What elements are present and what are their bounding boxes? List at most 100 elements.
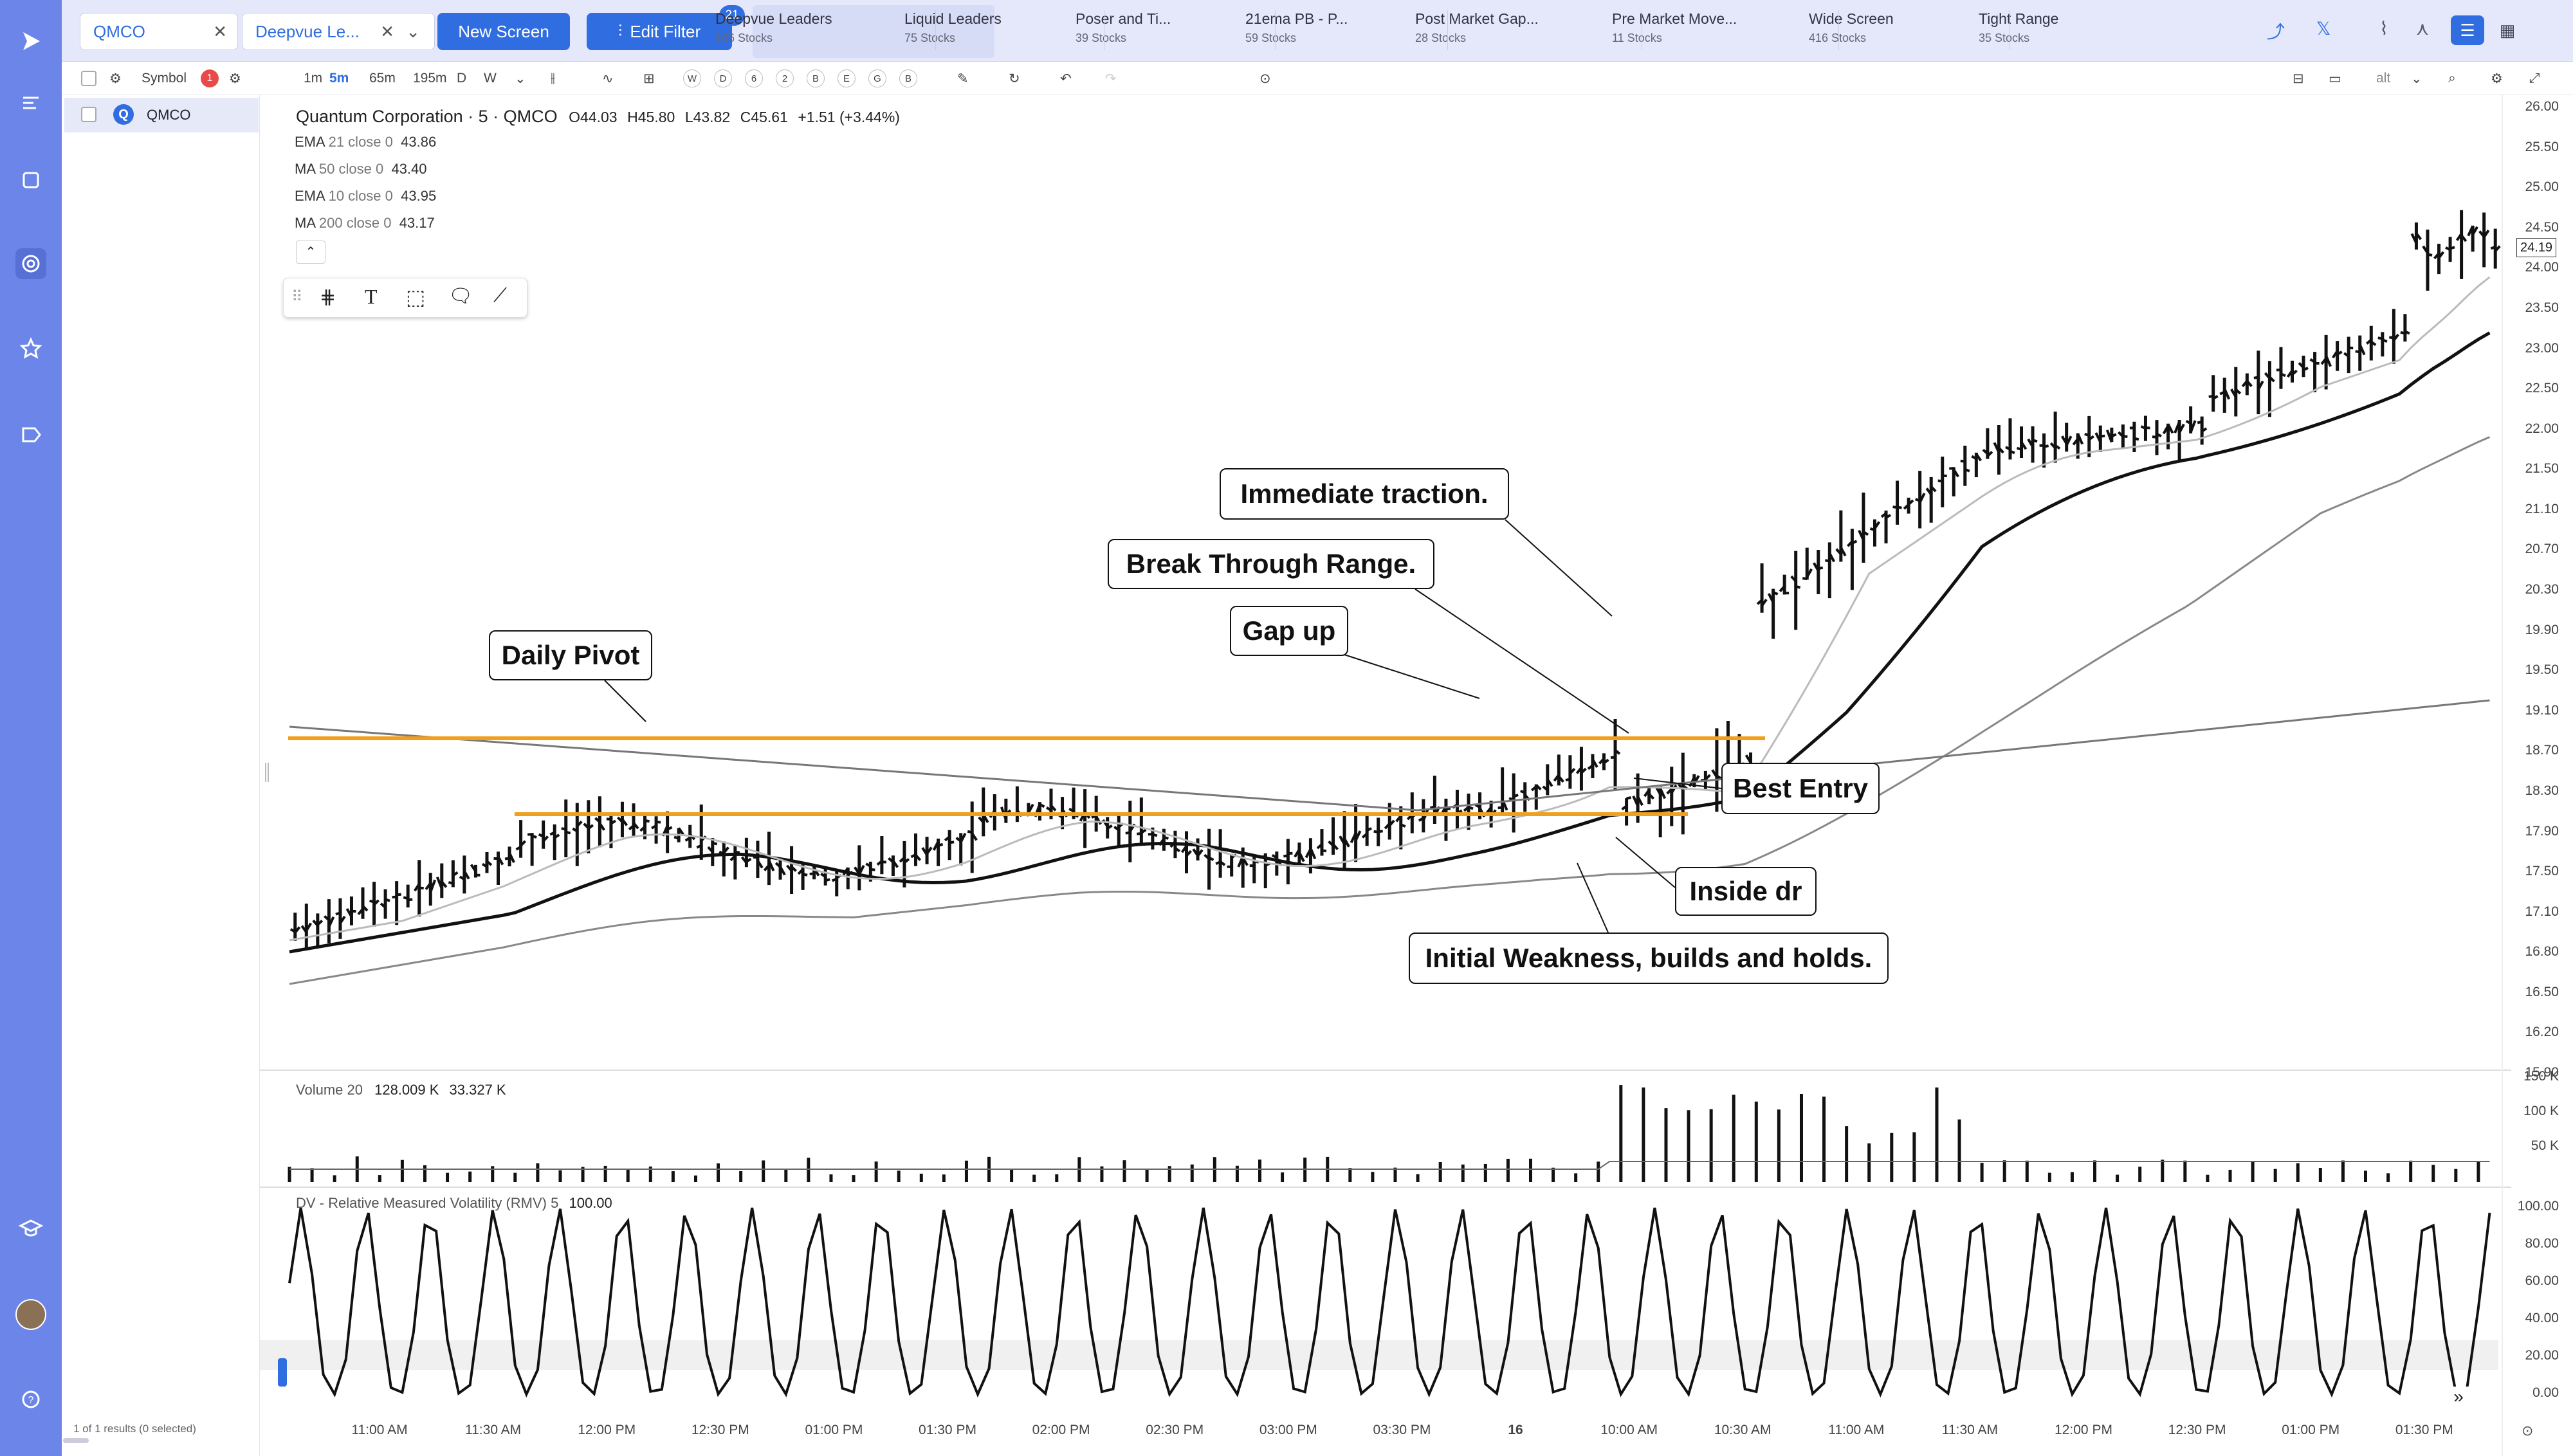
screen-tab-name: Wide Screen: [1809, 10, 1894, 27]
callout-break-range[interactable]: Break Through Range.: [1108, 539, 1434, 589]
rectangle-tool-icon[interactable]: ⬚: [406, 286, 426, 309]
quick-toggle-button[interactable]: G: [868, 69, 886, 87]
settings-gear-icon[interactable]: ⚙: [109, 71, 122, 86]
quick-toggle-button[interactable]: B: [807, 69, 825, 87]
cube-icon[interactable]: [15, 165, 46, 196]
timeframe-dropdown-icon[interactable]: ⌄: [515, 71, 526, 86]
app-logo-icon[interactable]: [15, 26, 46, 57]
callout-gap-up[interactable]: Gap up: [1230, 606, 1348, 656]
price-bar-open: [2331, 350, 2339, 359]
layout-panels-icon[interactable]: ⊟: [2293, 71, 2304, 86]
quick-toggle-button[interactable]: W: [683, 69, 701, 87]
radar-icon[interactable]: [15, 248, 46, 279]
time-axis-label: 11:00 AM: [1828, 1423, 1885, 1437]
redo-icon[interactable]: ↷: [1105, 71, 1117, 86]
collapse-indicators-button[interactable]: ⌃: [296, 241, 325, 264]
line-tool-icon[interactable]: ⟋: [493, 285, 507, 306]
timeframe-button[interactable]: 1m: [304, 71, 323, 86]
graduation-cap-icon[interactable]: [15, 1213, 46, 1244]
watchlist-row[interactable]: Q QMCO: [64, 98, 259, 132]
alt-label[interactable]: alt: [2376, 71, 2391, 86]
x-twitter-icon[interactable]: 𝕏: [2316, 19, 2331, 39]
screen-tab[interactable]: Liquid Leaders 75 Stocks: [904, 9, 1002, 54]
active-screen-tab[interactable]: Deepvue Le... ✕ ⌄: [242, 13, 435, 50]
fullscreen-icon[interactable]: ⤢: [2529, 71, 2540, 86]
alt-dropdown-icon[interactable]: ⌄: [2411, 71, 2422, 86]
callout-immediate-traction[interactable]: Immediate traction.: [1220, 468, 1509, 520]
menu-icon[interactable]: [15, 87, 46, 118]
quick-toggle-button[interactable]: E: [838, 69, 856, 87]
callout-inside-dr[interactable]: Inside dr: [1675, 867, 1817, 916]
quick-toggle-button[interactable]: D: [714, 69, 732, 87]
screen-tab[interactable]: Pre Market Move... 11 Stocks: [1612, 9, 1737, 54]
new-screen-button[interactable]: New Screen: [437, 13, 570, 50]
quick-toggle-button[interactable]: 6: [745, 69, 763, 87]
close-icon[interactable]: ✕: [213, 21, 227, 41]
screen-tab[interactable]: Deepvue Leaders 166 Stocks: [715, 9, 832, 54]
indicator-legend[interactable]: MA 200 close 0 43.17: [295, 215, 435, 232]
indicator-legend[interactable]: MA 50 close 0 43.40: [295, 161, 427, 177]
help-icon[interactable]: ?: [15, 1384, 46, 1415]
list-view-icon[interactable]: ☰: [2451, 15, 2484, 45]
chart-icon[interactable]: ⌇: [2379, 19, 2388, 39]
chart-settings-icon[interactable]: ⚙: [2491, 71, 2503, 86]
time-settings-icon[interactable]: ⊙: [2522, 1423, 2534, 1439]
symbol-search-input[interactable]: QMCO ✕: [80, 13, 238, 50]
screen-tab[interactable]: Tight Range 35 Stocks: [1979, 9, 2058, 54]
indicator-legend[interactable]: EMA 21 close 0 43.86: [295, 134, 436, 150]
undo-icon[interactable]: ↶: [1060, 71, 1072, 86]
horizontal-scrollbar[interactable]: [63, 1438, 89, 1443]
price-bar-close: [587, 824, 594, 830]
tag-icon[interactable]: [15, 419, 46, 450]
panel-resize-handle[interactable]: [265, 763, 269, 782]
callout-tool-icon[interactable]: 🗨: [448, 286, 473, 307]
folder-icon[interactable]: ▭: [2329, 71, 2341, 86]
timeframe-button[interactable]: D: [457, 71, 467, 86]
screen-tab[interactable]: Post Market Gap... 28 Stocks: [1415, 9, 1539, 54]
indicators-icon[interactable]: ⫲: [551, 71, 555, 86]
price-bar-close: [2111, 433, 2117, 438]
screen-tab[interactable]: 21ema PB - P... 59 Stocks: [1245, 9, 1348, 54]
chart-area[interactable]: [260, 95, 2573, 1456]
timeframe-button[interactable]: 65m: [369, 71, 396, 86]
fib-tool-icon[interactable]: ⋕: [320, 287, 336, 308]
timeframe-button[interactable]: 195m: [413, 71, 447, 86]
refresh-icon[interactable]: ↻: [1009, 71, 1020, 86]
screen-tab-name: Liquid Leaders: [904, 10, 1002, 27]
screen-tab[interactable]: Wide Screen 416 Stocks: [1809, 9, 1894, 54]
callout-initial-weakness[interactable]: Initial Weakness, builds and holds.: [1409, 933, 1889, 984]
close-icon[interactable]: ✕: [380, 21, 394, 41]
zoom-icon[interactable]: ⌕: [2448, 71, 2456, 86]
pane-handle[interactable]: [278, 1358, 287, 1387]
row-checkbox[interactable]: [81, 107, 96, 122]
price-bar-open: [2140, 425, 2147, 430]
edit-filter-button[interactable]: ⫶ Edit Filter: [587, 13, 732, 50]
screen-tab[interactable]: Poser and Ti... 39 Stocks: [1076, 9, 1171, 54]
price-bar-open: [2253, 376, 2259, 379]
indicator-name: MA: [295, 161, 315, 177]
text-tool-icon[interactable]: T: [365, 285, 378, 308]
timeframe-button[interactable]: W: [484, 71, 497, 86]
indicator-legend[interactable]: EMA 10 close 0 43.95: [295, 188, 436, 205]
column-settings-icon[interactable]: ⚙: [229, 71, 241, 86]
drag-handle-icon[interactable]: ⠿: [291, 288, 303, 305]
user-avatar[interactable]: [15, 1299, 46, 1330]
share-icon[interactable]: ⤴: [2266, 22, 2285, 42]
quick-toggle-button[interactable]: 2: [776, 69, 794, 87]
chevron-down-icon[interactable]: ⌄: [406, 21, 420, 41]
compare-icon[interactable]: ⋏: [2415, 19, 2430, 39]
indicator-name: EMA: [295, 188, 325, 204]
grid-view-icon[interactable]: ▦: [2499, 20, 2516, 40]
callout-daily-pivot[interactable]: Daily Pivot: [489, 630, 652, 680]
star-icon[interactable]: [15, 333, 46, 364]
line-chart-icon[interactable]: ∿: [602, 71, 614, 86]
quick-toggle-button[interactable]: B: [899, 69, 917, 87]
screenshot-icon[interactable]: ⊙: [1259, 71, 1271, 86]
layout-icon[interactable]: ⊞: [643, 71, 655, 86]
price-bar-close: [1445, 807, 1451, 810]
callout-best-entry[interactable]: Best Entry: [1721, 763, 1880, 814]
eraser-icon[interactable]: ✎: [957, 71, 969, 86]
scroll-right-icon[interactable]: »: [2444, 1387, 2473, 1415]
timeframe-button[interactable]: 5m: [329, 71, 349, 86]
select-all-checkbox[interactable]: [81, 71, 96, 86]
